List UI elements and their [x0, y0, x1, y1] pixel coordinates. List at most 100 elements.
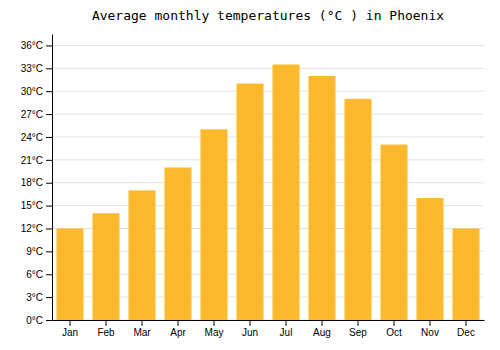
y-tick: 12°C	[21, 223, 52, 234]
bar	[417, 198, 444, 320]
x-axis-line	[53, 320, 485, 321]
x-tick-mark	[106, 320, 107, 326]
y-tick: 15°C	[21, 200, 52, 211]
y-tick-mark	[46, 251, 52, 252]
bar	[345, 99, 372, 320]
title: Average monthly temperatures (°C ) in Ph…	[92, 8, 444, 23]
bar	[129, 190, 156, 320]
x-tick: Jul	[280, 320, 293, 338]
y-tick: 36°C	[21, 40, 52, 51]
grid-line	[52, 68, 484, 69]
y-tick-mark	[46, 297, 52, 298]
y-tick-label: 33°C	[21, 63, 43, 74]
y-tick-label: 0°C	[26, 315, 43, 326]
x-tick: Nov	[421, 320, 439, 338]
x-tick-label: Oct	[386, 327, 402, 338]
x-tick: Apr	[170, 320, 186, 338]
y-tick-label: 27°C	[21, 109, 43, 120]
y-tick: 18°C	[21, 177, 52, 188]
y-tick-mark	[46, 137, 52, 138]
x-tick-label: May	[205, 327, 224, 338]
grid-line	[52, 45, 484, 46]
x-tick-mark	[430, 320, 431, 326]
bar	[273, 65, 300, 320]
y-tick: 6°C	[26, 269, 52, 280]
plot: 0°C 3°C 6°C 9°C 12°C 15°C 18°C 21°C 24°C 27°C 30°C…	[21, 35, 485, 339]
y-tick-mark	[46, 114, 52, 115]
x-tick-mark	[142, 320, 143, 326]
y-tick-label: 9°C	[26, 246, 43, 257]
x-tick: Oct	[386, 320, 402, 338]
y-tick-label: 3°C	[26, 292, 43, 303]
grid-line	[52, 182, 484, 183]
chart: Average monthly temperatures (°C ) in Ph…	[0, 0, 500, 350]
x-tick-label: Mar	[133, 327, 151, 338]
bar	[237, 84, 264, 320]
grid-line	[52, 136, 484, 137]
bar	[57, 228, 84, 320]
x-tick: Dec	[457, 320, 475, 338]
x-tick-label: Dec	[457, 327, 475, 338]
y-tick-label: 12°C	[21, 223, 43, 234]
y-tick-mark	[46, 45, 52, 46]
x-tick-label: Jan	[62, 327, 78, 338]
x-axis: Jan Feb Mar Apr May Jun Jul Aug Sep Oct Nov Dec	[53, 320, 485, 338]
grid-line	[52, 91, 484, 92]
x-tick: Aug	[313, 320, 331, 338]
y-tick: 30°C	[21, 86, 52, 97]
x-tick-label: Aug	[313, 327, 331, 338]
x-tick-label: Sep	[349, 327, 367, 338]
x-tick-mark	[322, 320, 323, 326]
y-tick: 21°C	[21, 155, 52, 166]
y-tick: 0°C	[26, 315, 52, 326]
y-tick-mark	[46, 183, 52, 184]
y-tick-mark	[46, 160, 52, 161]
y-tick-label: 6°C	[26, 269, 43, 280]
bars	[57, 65, 480, 320]
x-tick-mark	[178, 320, 179, 326]
y-tick-mark	[46, 68, 52, 69]
x-tick-mark	[466, 320, 467, 326]
y-tick: 3°C	[26, 292, 52, 303]
y-tick-label: 21°C	[21, 155, 43, 166]
grid-line	[52, 114, 484, 115]
x-tick-mark	[70, 320, 71, 326]
y-tick-mark	[46, 91, 52, 92]
grid	[52, 45, 484, 320]
bar	[201, 129, 228, 320]
y-tick-mark	[46, 228, 52, 229]
x-tick: May	[205, 320, 224, 338]
bar	[93, 213, 120, 320]
y-tick-label: 36°C	[21, 40, 43, 51]
x-tick-label: Jul	[280, 327, 293, 338]
x-tick: Sep	[349, 320, 367, 338]
y-tick-mark	[46, 320, 52, 321]
y-tick-mark	[46, 274, 52, 275]
x-tick-mark	[394, 320, 395, 326]
x-tick: Mar	[133, 320, 151, 338]
x-tick-label: Feb	[97, 327, 115, 338]
y-tick-mark	[46, 206, 52, 207]
x-tick-mark	[286, 320, 287, 326]
x-tick-mark	[214, 320, 215, 326]
x-tick-label: Nov	[421, 327, 439, 338]
y-axis-line	[52, 35, 53, 321]
x-tick: Jan	[62, 320, 78, 338]
y-tick: 24°C	[21, 132, 52, 143]
x-tick-label: Jun	[242, 327, 258, 338]
x-tick-mark	[358, 320, 359, 326]
y-tick-label: 24°C	[21, 132, 43, 143]
y-tick-label: 18°C	[21, 177, 43, 188]
y-tick: 33°C	[21, 63, 52, 74]
x-tick: Jun	[242, 320, 258, 338]
grid-line	[52, 159, 484, 160]
y-tick: 27°C	[21, 109, 52, 120]
y-tick: 9°C	[26, 246, 52, 257]
bar	[453, 228, 480, 320]
bar	[309, 76, 336, 320]
x-tick: Feb	[97, 320, 115, 338]
bar	[165, 167, 192, 320]
x-tick-mark	[250, 320, 251, 326]
x-tick-label: Apr	[170, 327, 186, 338]
bar	[381, 145, 408, 320]
